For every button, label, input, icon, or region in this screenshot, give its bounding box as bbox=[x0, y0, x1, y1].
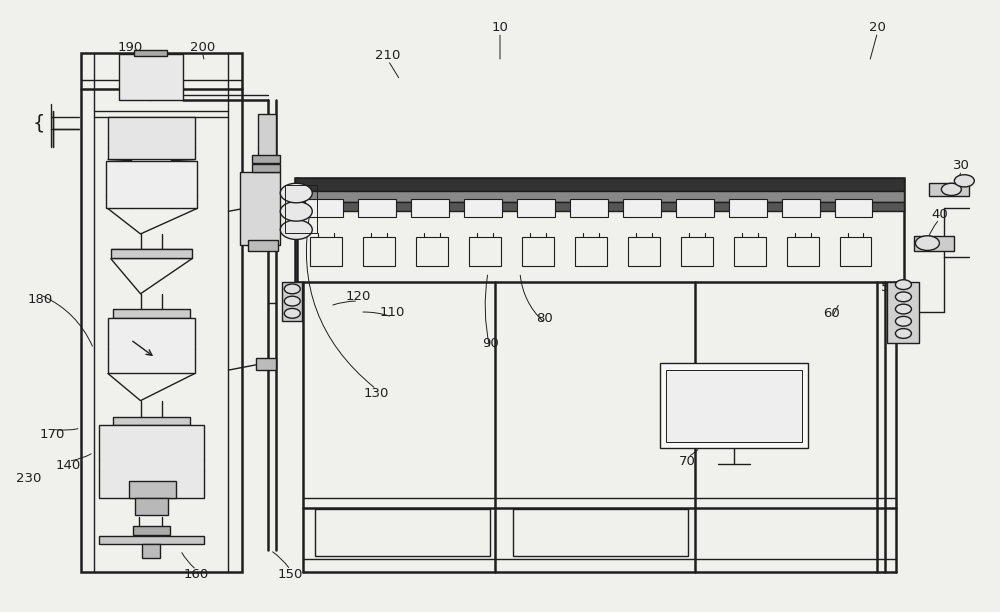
Text: 120: 120 bbox=[346, 289, 371, 303]
Bar bbox=[363, 237, 395, 266]
Bar bbox=[111, 248, 192, 258]
Text: 230: 230 bbox=[16, 472, 41, 485]
Circle shape bbox=[895, 280, 911, 289]
Text: 210: 210 bbox=[375, 49, 401, 62]
Text: 110: 110 bbox=[379, 305, 405, 319]
Bar bbox=[517, 199, 555, 217]
Bar bbox=[134, 50, 167, 56]
Bar bbox=[258, 114, 276, 208]
Text: 50: 50 bbox=[881, 281, 898, 294]
Bar bbox=[411, 199, 449, 217]
Bar bbox=[285, 185, 317, 233]
Bar bbox=[914, 236, 954, 251]
Circle shape bbox=[280, 220, 312, 239]
Bar bbox=[570, 199, 608, 217]
Bar bbox=[256, 199, 276, 211]
Text: 190: 190 bbox=[118, 40, 143, 54]
Circle shape bbox=[284, 296, 300, 306]
Circle shape bbox=[284, 284, 300, 294]
Bar bbox=[310, 237, 342, 266]
Bar bbox=[113, 417, 190, 425]
Bar bbox=[840, 237, 871, 266]
Text: 10: 10 bbox=[492, 21, 508, 34]
Bar bbox=[729, 199, 767, 217]
Circle shape bbox=[895, 316, 911, 326]
Circle shape bbox=[284, 308, 300, 318]
Circle shape bbox=[280, 183, 312, 203]
Text: 90: 90 bbox=[482, 337, 498, 350]
Bar bbox=[282, 282, 302, 321]
Bar bbox=[887, 282, 919, 343]
Bar bbox=[676, 199, 714, 217]
Bar bbox=[522, 237, 554, 266]
Bar bbox=[734, 237, 766, 266]
Text: 70: 70 bbox=[679, 455, 696, 468]
Bar bbox=[295, 177, 904, 191]
Bar bbox=[315, 509, 490, 556]
Bar bbox=[623, 199, 661, 217]
Bar bbox=[575, 237, 607, 266]
Bar bbox=[81, 53, 242, 572]
Text: 150: 150 bbox=[278, 568, 303, 581]
Bar bbox=[469, 237, 501, 266]
Bar bbox=[835, 199, 872, 217]
Circle shape bbox=[280, 201, 312, 221]
Bar bbox=[464, 199, 502, 217]
Text: 180: 180 bbox=[28, 293, 53, 307]
Bar bbox=[666, 370, 802, 441]
Circle shape bbox=[895, 304, 911, 314]
Circle shape bbox=[954, 174, 974, 187]
Bar bbox=[240, 171, 280, 245]
Bar bbox=[106, 161, 197, 208]
Bar bbox=[305, 199, 343, 217]
Bar bbox=[113, 309, 190, 318]
Bar bbox=[295, 202, 904, 211]
Text: 160: 160 bbox=[184, 568, 209, 581]
Text: 80: 80 bbox=[537, 312, 553, 325]
Bar bbox=[99, 425, 204, 498]
Bar bbox=[929, 182, 969, 196]
Bar bbox=[133, 526, 170, 535]
Text: 40: 40 bbox=[931, 208, 948, 221]
Text: {: { bbox=[32, 113, 45, 132]
Text: 130: 130 bbox=[363, 387, 389, 400]
Bar bbox=[142, 544, 160, 558]
Bar bbox=[358, 199, 396, 217]
Bar bbox=[252, 165, 280, 171]
Bar bbox=[295, 177, 904, 282]
Bar bbox=[248, 240, 278, 251]
Bar bbox=[256, 358, 276, 370]
Bar bbox=[135, 498, 168, 515]
Bar bbox=[108, 318, 195, 373]
Bar bbox=[295, 191, 904, 202]
Bar bbox=[129, 481, 176, 498]
Circle shape bbox=[895, 329, 911, 338]
Bar bbox=[628, 237, 660, 266]
Circle shape bbox=[895, 292, 911, 302]
Bar bbox=[108, 117, 195, 160]
Bar bbox=[119, 54, 183, 100]
Text: 60: 60 bbox=[823, 307, 840, 320]
Bar bbox=[513, 509, 688, 556]
Bar bbox=[787, 237, 819, 266]
Bar bbox=[782, 199, 820, 217]
Text: 140: 140 bbox=[56, 460, 81, 472]
Circle shape bbox=[915, 236, 939, 250]
Text: 30: 30 bbox=[953, 159, 970, 172]
Bar bbox=[252, 155, 280, 163]
Bar bbox=[416, 237, 448, 266]
Bar bbox=[99, 536, 204, 544]
Text: 170: 170 bbox=[40, 428, 65, 441]
Bar bbox=[660, 364, 808, 447]
Bar bbox=[681, 237, 713, 266]
Text: 20: 20 bbox=[869, 21, 886, 34]
Circle shape bbox=[941, 183, 961, 195]
Text: 200: 200 bbox=[190, 40, 215, 54]
